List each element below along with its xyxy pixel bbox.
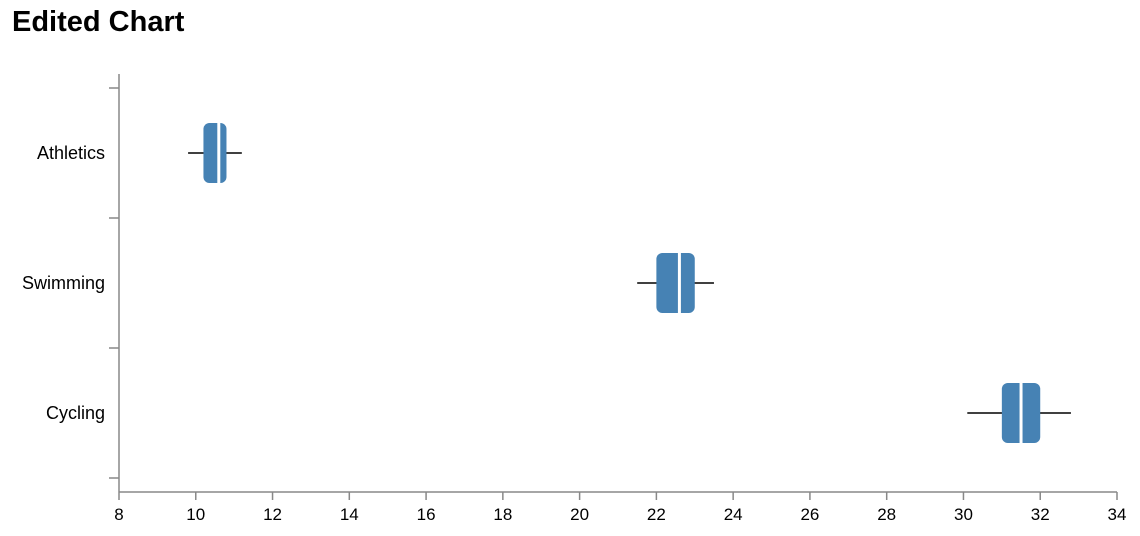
x-tick-label: 12 [263, 505, 282, 524]
x-tick-label: 18 [493, 505, 512, 524]
y-category-label: Swimming [22, 273, 105, 293]
box-iqr [656, 253, 695, 313]
x-tick-label: 34 [1108, 505, 1127, 524]
x-tick-label: 26 [800, 505, 819, 524]
x-tick-label: 22 [647, 505, 666, 524]
y-category-label: Cycling [46, 403, 105, 423]
x-tick-label: 8 [114, 505, 123, 524]
x-tick-label: 16 [417, 505, 436, 524]
chart-title: Edited Chart [12, 6, 185, 38]
x-tick-label: 14 [340, 505, 359, 524]
x-tick-label: 32 [1031, 505, 1050, 524]
y-category-label: Athletics [37, 143, 105, 163]
x-tick-label: 20 [570, 505, 589, 524]
x-tick-label: 24 [724, 505, 743, 524]
x-tick-label: 28 [877, 505, 896, 524]
x-tick-label: 30 [954, 505, 973, 524]
box-iqr [203, 123, 227, 183]
x-tick-label: 10 [186, 505, 205, 524]
